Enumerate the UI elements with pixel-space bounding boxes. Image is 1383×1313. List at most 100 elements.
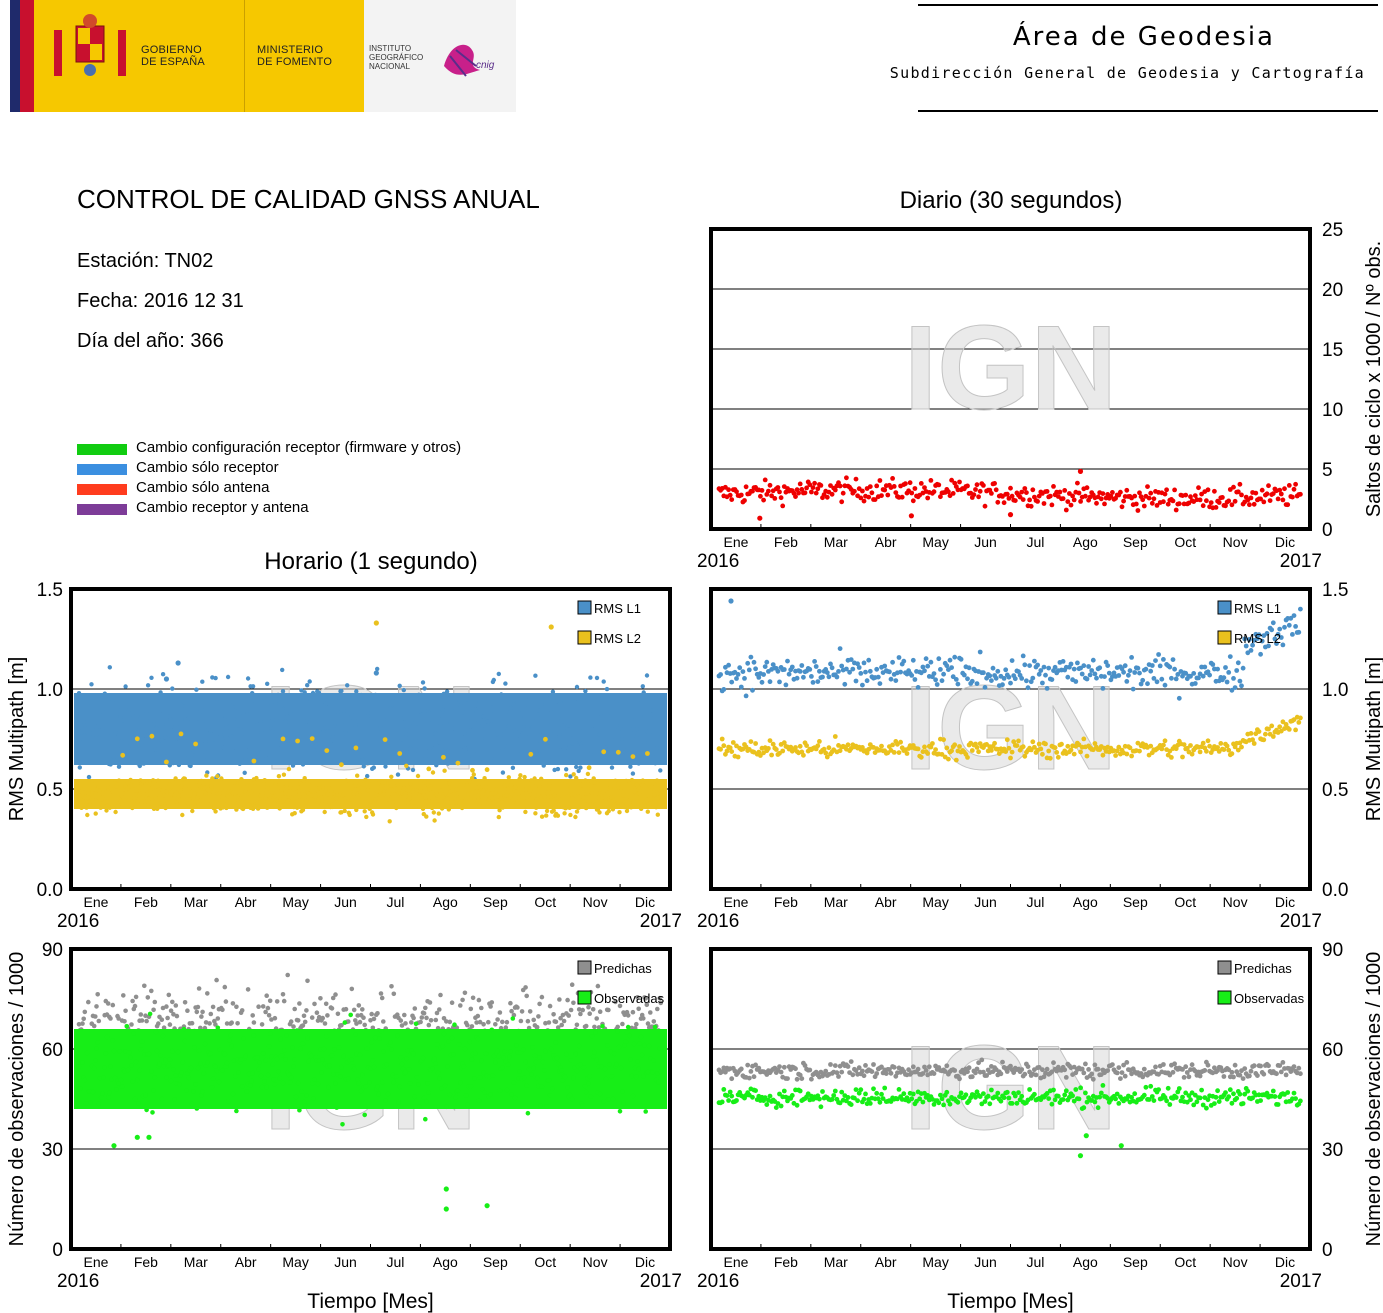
- outlier-point: [1083, 1133, 1089, 1139]
- data-point: [484, 784, 489, 790]
- data-point: [443, 745, 448, 750]
- data-point: [1277, 626, 1283, 632]
- data-point: [1032, 658, 1037, 664]
- data-point: [604, 800, 609, 805]
- data-point: [799, 1076, 805, 1081]
- data-point: [1124, 679, 1130, 684]
- data-point: [637, 736, 642, 741]
- data-point: [185, 801, 191, 806]
- data-point: [1130, 686, 1136, 692]
- y-tick-label: 30: [1322, 1140, 1343, 1161]
- data-point: [390, 800, 396, 805]
- data-point: [250, 799, 255, 805]
- data-point: [295, 805, 300, 810]
- data-point: [483, 1051, 489, 1057]
- data-point: [1170, 657, 1176, 662]
- data-point: [115, 706, 120, 711]
- data-point: [170, 686, 175, 691]
- data-point: [1290, 494, 1295, 500]
- data-point: [135, 694, 140, 699]
- data-point: [362, 1112, 368, 1118]
- data-point: [778, 1069, 784, 1075]
- data-point: [718, 746, 723, 752]
- data-point: [582, 693, 587, 698]
- data-point: [1118, 489, 1123, 495]
- data-point: [481, 1022, 486, 1027]
- data-point: [474, 788, 479, 794]
- data-point: [429, 718, 435, 723]
- data-point: [361, 764, 366, 769]
- data-point: [514, 698, 520, 703]
- data-point: [1032, 744, 1037, 750]
- data-point: [262, 1079, 267, 1084]
- data-point: [1154, 679, 1160, 685]
- data-point: [458, 1003, 463, 1008]
- data-point: [567, 1092, 573, 1098]
- data-point: [562, 1074, 568, 1080]
- data-point: [450, 693, 456, 698]
- data-point: [575, 743, 581, 748]
- data-point: [783, 682, 789, 688]
- data-point: [599, 733, 605, 738]
- data-point: [304, 1093, 309, 1098]
- data-point: [993, 675, 999, 681]
- year-end-label: 2017: [640, 1271, 682, 1292]
- data-point: [408, 781, 413, 787]
- data-point: [831, 1093, 837, 1098]
- data-point: [409, 799, 415, 805]
- data-point: [1176, 695, 1182, 701]
- data-point: [593, 1030, 598, 1035]
- data-point: [404, 732, 409, 737]
- data-point: [1264, 491, 1270, 497]
- data-point: [101, 1075, 106, 1080]
- data-point: [1247, 502, 1252, 508]
- data-point: [398, 1018, 404, 1023]
- data-point: [781, 1064, 787, 1070]
- data-point: [1127, 745, 1133, 751]
- data-point: [537, 748, 542, 753]
- data-point: [579, 744, 584, 749]
- data-point: [853, 1087, 859, 1092]
- data-point: [645, 1069, 651, 1075]
- data-point: [1298, 1071, 1303, 1077]
- data-point: [568, 1007, 574, 1013]
- data-point: [1051, 1087, 1056, 1093]
- x-tick-label: Ene: [83, 1254, 108, 1270]
- data-point: [818, 483, 824, 488]
- data-point: [987, 673, 993, 679]
- data-point: [377, 710, 382, 716]
- data-point: [735, 672, 741, 677]
- data-point: [228, 1032, 233, 1038]
- data-point: [351, 1066, 357, 1072]
- data-point: [572, 1065, 577, 1070]
- data-point: [578, 1062, 583, 1068]
- data-point: [1285, 502, 1291, 508]
- data-point: [467, 1039, 472, 1045]
- data-point: [824, 670, 830, 675]
- data-point: [352, 788, 357, 794]
- data-point: [564, 772, 569, 778]
- data-point: [401, 785, 406, 791]
- cycle-slips-title: Diario (30 segundos): [899, 187, 1123, 214]
- data-point: [556, 725, 561, 731]
- data-point: [275, 745, 280, 751]
- data-point: [283, 791, 288, 796]
- data-point: [179, 1070, 184, 1075]
- data-point: [549, 755, 555, 760]
- data-point: [759, 679, 765, 685]
- data-point: [738, 492, 744, 498]
- data-point: [309, 1080, 315, 1086]
- data-point: [216, 1079, 222, 1085]
- data-point: [1065, 674, 1071, 680]
- data-point: [243, 1053, 248, 1059]
- data-point: [839, 663, 845, 669]
- data-point: [229, 1020, 234, 1025]
- data-point: [1226, 498, 1232, 504]
- data-point: [322, 1021, 328, 1026]
- data-point: [589, 784, 594, 789]
- data-point: [424, 790, 430, 795]
- data-point: [543, 1020, 548, 1026]
- data-point: [1229, 751, 1235, 757]
- data-point: [1148, 743, 1154, 749]
- data-point: [270, 779, 275, 785]
